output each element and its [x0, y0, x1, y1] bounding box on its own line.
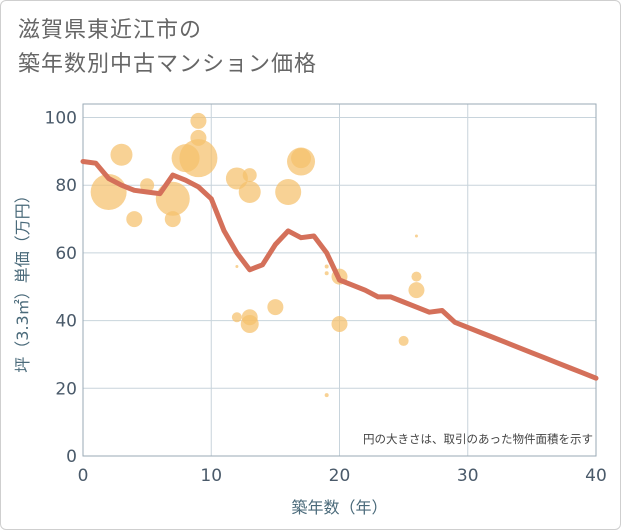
- trend-line: [80, 159, 599, 381]
- plot-border: [82, 103, 597, 457]
- y-tick-label: 20: [55, 379, 77, 399]
- bubble-point: [267, 299, 284, 316]
- bubble-point: [164, 211, 181, 228]
- chart-title: 滋賀県東近江市の 築年数別中古マンション価格: [18, 14, 317, 82]
- x-tick-labels: 0 10 20 30 40: [78, 466, 607, 486]
- bubble-point: [110, 143, 133, 166]
- bubble-point: [179, 139, 218, 178]
- y-tick-label: 0: [66, 447, 77, 467]
- y-tick-label: 40: [55, 312, 77, 332]
- bubble-point: [231, 312, 242, 323]
- chart-title-line-1: 滋賀県東近江市の: [18, 18, 203, 43]
- chart-title-line-2: 築年数別中古マンション価格: [18, 52, 318, 77]
- x-tick-label: 30: [457, 466, 479, 486]
- y-tick-label: 80: [55, 176, 77, 196]
- bubble-point: [155, 181, 190, 216]
- x-tick-label: 20: [329, 466, 351, 486]
- bubble-point: [324, 264, 329, 269]
- bubble-point: [408, 282, 425, 299]
- bubble-point: [238, 181, 261, 203]
- x-tick-label: 40: [585, 466, 607, 486]
- bubble-point: [324, 393, 329, 398]
- y-tick-label: 100: [45, 109, 77, 129]
- bubble-series: [90, 112, 425, 398]
- size-annotation: 円の大きさは、取引のあった物件面積を示す: [363, 432, 593, 446]
- bubble-point: [414, 234, 418, 238]
- bubble-point: [242, 168, 257, 183]
- bubble-point: [275, 179, 302, 205]
- x-axis-title: 築年数（年）: [291, 498, 387, 517]
- bubble-point: [398, 335, 409, 346]
- y-axis-title: 坪（3.3㎡）単価（万円）: [13, 187, 32, 372]
- bubble-point: [240, 315, 259, 333]
- x-tick-label: 10: [200, 466, 222, 486]
- bubble-point: [291, 148, 312, 169]
- y-tick-labels: 0 20 40 60 80 100: [45, 109, 77, 467]
- y-tick-label: 60: [55, 244, 77, 264]
- x-tick-label: 0: [78, 466, 89, 486]
- bubble-point: [190, 112, 207, 129]
- bubble-point: [126, 211, 143, 228]
- bubble-point: [235, 264, 239, 268]
- bubble-point: [324, 271, 329, 276]
- bubble-point: [331, 316, 348, 332]
- bubble-point: [411, 271, 422, 282]
- bubble-point: [140, 178, 155, 193]
